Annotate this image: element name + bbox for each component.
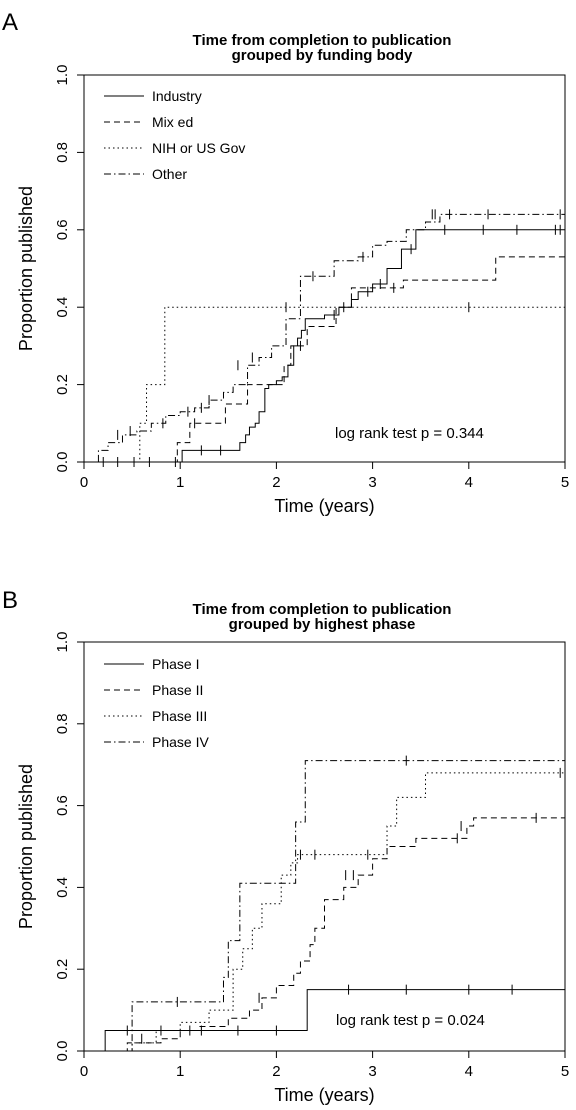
y-tick-label: 1.0: [54, 632, 71, 653]
y-tick-label: 0.4: [54, 877, 71, 898]
y-tick-label: 0.8: [54, 142, 71, 163]
x-tick-label: 5: [561, 1063, 569, 1080]
x-tick-label: 4: [465, 474, 473, 491]
panel-letter: B: [2, 587, 18, 614]
x-tick-label: 5: [561, 474, 569, 491]
x-tick-label: 3: [368, 474, 376, 491]
plot-frame: [83, 641, 566, 1052]
series-line-1: [84, 229, 565, 463]
y-tick-label: 1.0: [54, 65, 71, 86]
x-axis-label: Time (years): [274, 496, 374, 516]
y-axis-label: Proportion published: [16, 186, 36, 351]
chart-title-line: grouped by highest phase: [229, 616, 416, 633]
x-tick-label: 4: [465, 1063, 473, 1080]
panel-b: B Time from completion to publicationgrou…: [2, 587, 569, 1105]
chart-title-line: grouped by funding body: [232, 47, 413, 64]
x-tick-label: 1: [176, 1063, 184, 1080]
y-tick-label: 0.4: [54, 297, 71, 318]
legend-label: Phase IV: [152, 734, 209, 750]
x-tick-label: 0: [80, 474, 88, 491]
x-tick-label: 2: [272, 1063, 280, 1080]
log-rank-annotation: log rank test p = 0.024: [336, 1012, 485, 1029]
series-line-3: [84, 306, 565, 463]
series-line-4: [84, 213, 565, 463]
panel-letter: A: [2, 9, 18, 36]
legend-label: Phase III: [152, 708, 207, 724]
legend-label: Phase II: [152, 682, 203, 698]
plot-frame: [83, 74, 566, 463]
chart-title-line: Time from completion to publication: [193, 32, 452, 49]
y-axis-label: Proportion published: [16, 764, 36, 929]
y-tick-label: 0.0: [54, 452, 71, 473]
x-tick-label: 1: [176, 474, 184, 491]
legend-label: Industry: [152, 88, 202, 104]
x-tick-label: 2: [272, 474, 280, 491]
y-tick-label: 0.6: [54, 219, 71, 240]
y-tick-label: 0.6: [54, 795, 71, 816]
legend-label: Other: [152, 166, 187, 182]
y-tick-label: 0.8: [54, 713, 71, 734]
y-tick-label: 0.0: [54, 1041, 71, 1062]
legend-label: NIH or US Gov: [152, 140, 245, 156]
legend-label: Mix ed: [152, 114, 193, 130]
panel-a: A Time from completion to publicationgrou…: [2, 9, 569, 516]
y-tick-label: 0.2: [54, 374, 71, 395]
y-tick-label: 0.2: [54, 959, 71, 980]
x-tick-label: 0: [80, 1063, 88, 1080]
series-line-4: [84, 760, 565, 1052]
legend-label: Phase I: [152, 656, 199, 672]
series-line-2: [84, 817, 565, 1052]
x-tick-label: 3: [368, 1063, 376, 1080]
log-rank-annotation: log rank test p = 0.344: [335, 425, 484, 442]
chart-title-line: Time from completion to publication: [193, 601, 452, 618]
x-axis-label: Time (years): [274, 1085, 374, 1105]
series-line-2: [84, 229, 566, 463]
series-line-3: [84, 772, 565, 1052]
